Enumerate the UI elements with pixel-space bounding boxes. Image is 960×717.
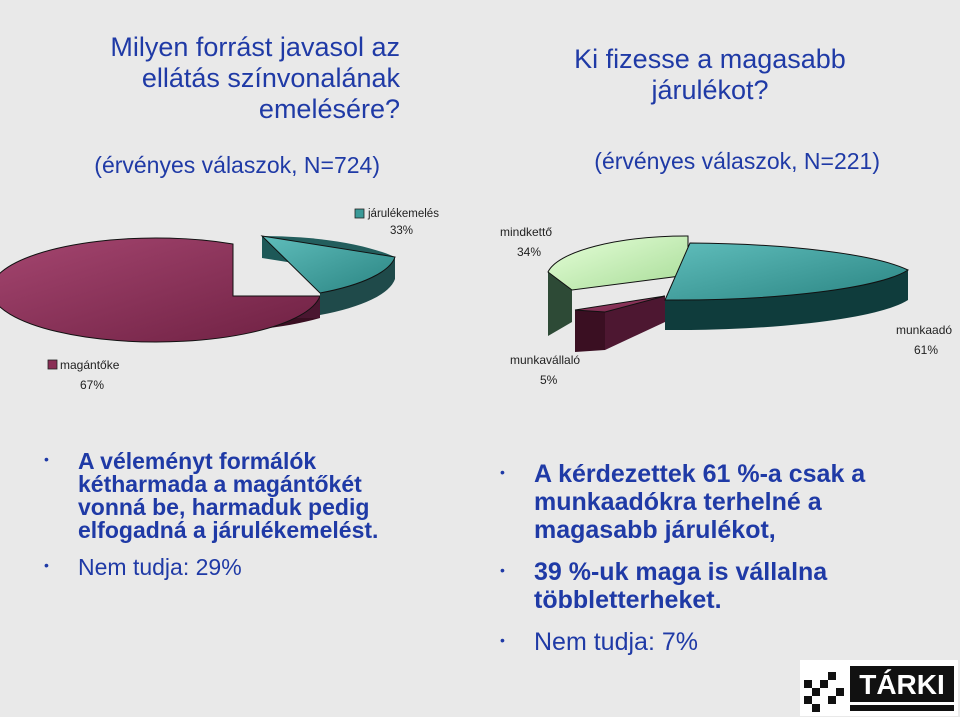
pie-slice-jarulekemeles (260, 235, 396, 315)
legend-munkavallalo: munkavállaló 5% (510, 353, 580, 387)
logo-text: TÁRKI (859, 669, 945, 700)
pie-charts: járulékemelés 33% magántőke 67% mindkett… (0, 208, 952, 392)
bullet-item: Nem tudja: 29% (40, 554, 420, 579)
value-jarulekemeles: 33% (390, 225, 413, 237)
value-munkavallalo: 5% (540, 373, 558, 387)
label-mindketto: mindkettő (500, 225, 552, 239)
bullet-item: A véleményt formálók kétharmada a magánt… (40, 448, 420, 542)
left-bullet-list: A véleményt formálók kétharmada a magánt… (40, 448, 420, 593)
left-chart-subtitle: (érvényes válaszok, N=724) (94, 152, 380, 178)
legend-jarulekemeles: járulékemelés 33% (354, 208, 439, 237)
value-magantoke: 67% (80, 378, 104, 392)
value-mindketto: 34% (517, 245, 541, 259)
right-chart-title: Ki fizesse a magasabb járulékot? (574, 44, 846, 105)
label-munkavallalo: munkavállaló (510, 353, 580, 367)
legend-mindketto: mindkettő 34% (500, 225, 552, 259)
tarki-logo: TÁRKI (800, 660, 958, 716)
right-chart-subtitle: (érvényes válaszok, N=221) (594, 148, 880, 174)
legend-magantoke: magántőke 67% (47, 358, 120, 392)
value-munkaado: 61% (914, 343, 938, 357)
left-chart-title: Milyen forrást javasol az ellátás színvo… (110, 32, 400, 124)
pie-slice-munkavallalo (574, 295, 666, 352)
label-jarulekemeles: járulékemelés (367, 208, 439, 220)
label-magantoke: magántőke (60, 358, 120, 372)
bullet-item: A kérdezettek 61 %-a csak a munkaadókra … (496, 458, 916, 544)
pie-slice-munkaado (664, 242, 910, 331)
right-bullet-list: A kérdezettek 61 %-a csak a munkaadókra … (496, 458, 916, 670)
legend-munkaado: munkaadó 61% (896, 323, 952, 357)
bullet-item: Nem tudja: 7% (496, 626, 916, 656)
label-munkaado: munkaadó (896, 323, 952, 337)
pie-slice-mindketto (547, 235, 689, 336)
pie-slice-magantoke (0, 237, 321, 343)
bullet-item: 39 %-uk maga is vállalna többletterheket… (496, 556, 916, 614)
